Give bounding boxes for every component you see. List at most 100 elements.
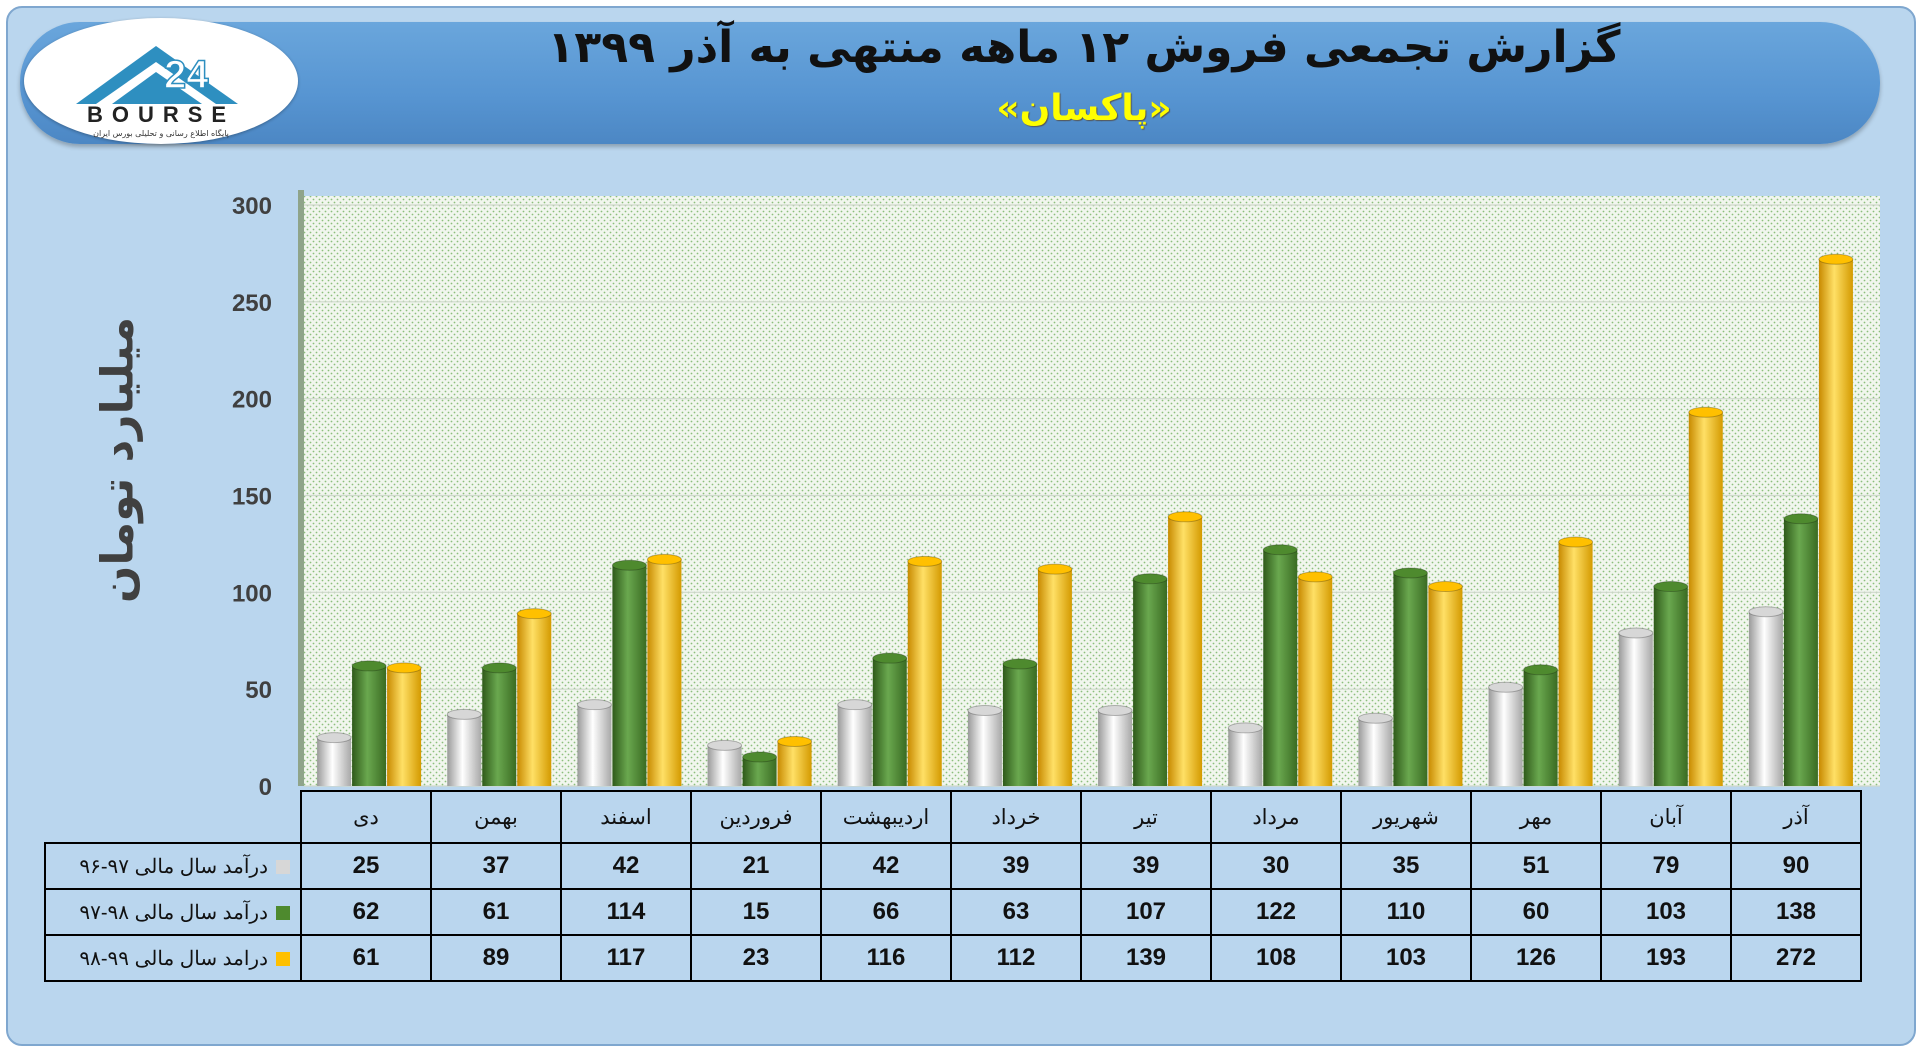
bar-cap [576,699,612,711]
bar-cap [1427,581,1463,593]
table-cell: 138 [1730,888,1862,936]
logo-text: BOURSE [87,102,235,127]
bar-cap [516,608,552,620]
bar-cap [1262,544,1298,556]
header-banner [20,22,1880,144]
bar [1168,516,1203,786]
bar-cap [1783,513,1819,525]
month-header-row: دی بهمن اسفند فروردین اردیبهشت خرداد تیر… [45,790,1862,844]
page-title: گزارش تجمعی فروش ۱۲ ماهه منتهی به آذر ۱۳… [547,22,1621,73]
bar [707,745,742,786]
y-tick-label: 50 [245,677,272,704]
bar-cap [1488,681,1524,693]
bar [1098,710,1133,786]
table-cell: 25 [300,842,432,890]
bar [1523,669,1558,786]
bar-cap [1653,581,1689,593]
bar-cap [1618,627,1654,639]
bar [907,561,942,786]
y-tick-label: 150 [232,484,272,511]
bar-cap [1688,406,1724,418]
bar-cap [1748,606,1784,618]
legend-label: درآمد سال مالی ۹۸-۹۷ [79,901,268,924]
table-cell: 39 [1080,842,1212,890]
bar [1783,518,1818,786]
month-header: اردیبهشت [820,790,952,844]
table-cell: 42 [560,842,692,890]
bar-cap [777,735,813,747]
bar [517,613,552,786]
bar [647,559,682,786]
table-cell: 15 [690,888,822,936]
bar-cap [967,704,1003,716]
table-cell: 107 [1080,888,1212,936]
month-header: اسفند [560,790,692,844]
bar [837,704,872,786]
legend-entry: درآمد سال مالی ۹۷-۹۶ [44,842,302,890]
bar-cap [1002,658,1038,670]
table-cell: 39 [950,842,1082,890]
month-header: بهمن [430,790,562,844]
bar-cap [446,708,482,720]
legend-swatch-icon [276,860,290,875]
y-tick-label: 250 [232,290,272,317]
bar [1002,663,1037,786]
table-cell: 23 [690,934,822,982]
table-cell: 103 [1600,888,1732,936]
series-row: درامد سال مالی ۹۹-۹۸ 61 89 117 23 116 11… [44,934,1862,982]
bar-cap [1357,712,1393,724]
bar [387,667,422,786]
legend-entry: درآمد سال مالی ۹۸-۹۷ [44,888,302,936]
table-cell: 193 [1600,934,1732,982]
table-cell: 114 [560,888,692,936]
bar [872,658,907,786]
y-tick-label: 100 [232,580,272,607]
bar [317,737,352,786]
series-row: درآمد سال مالی ۹۸-۹۷ 62 61 114 15 66 63 … [44,888,1862,936]
plot-side-wall [298,190,304,786]
bar-cap [1097,704,1133,716]
bar [482,667,517,786]
bar-cap [386,662,422,674]
bar-cap [872,652,908,664]
bar-cap [907,555,943,567]
table-cell: 30 [1210,842,1342,890]
table-cell: 108 [1210,934,1342,982]
table-cell: 60 [1470,888,1602,936]
legend-swatch-icon [276,952,290,967]
table-cell: 61 [430,888,562,936]
bar [1037,569,1072,786]
bar [1428,586,1463,786]
bar [447,714,482,786]
bar [777,741,812,786]
bar-cap [1297,571,1333,583]
table-cell: 35 [1340,842,1472,890]
table-cell: 51 [1470,842,1602,890]
bar-cap [1037,563,1073,575]
table-cell: 110 [1340,888,1472,936]
bar [1618,633,1653,786]
table-cell: 42 [820,842,952,890]
table-cell: 66 [820,888,952,936]
table-cell: 117 [560,934,692,982]
bar [1393,572,1428,786]
month-header: مرداد [1210,790,1342,844]
bar-cap [316,732,352,744]
table-cell: 37 [430,842,562,890]
bar-cap [707,739,743,751]
legend-entry: درامد سال مالی ۹۹-۹۸ [44,934,302,982]
table-cell: 103 [1340,934,1472,982]
table-cell: 89 [430,934,562,982]
bar [1228,727,1263,786]
logo-tagline: پایگاه اطلاع رسانی و تحلیلی بورس ایران [93,128,229,138]
month-header: دی [300,790,432,844]
bar [612,565,647,786]
bar-cap [1132,573,1168,585]
bar [967,710,1002,786]
legend-label: درآمد سال مالی ۹۷-۹۶ [79,855,268,878]
table-cell: 79 [1600,842,1732,890]
bar-cap [1167,511,1203,523]
table-cell: 62 [300,888,432,936]
legend-swatch-icon [276,906,290,921]
